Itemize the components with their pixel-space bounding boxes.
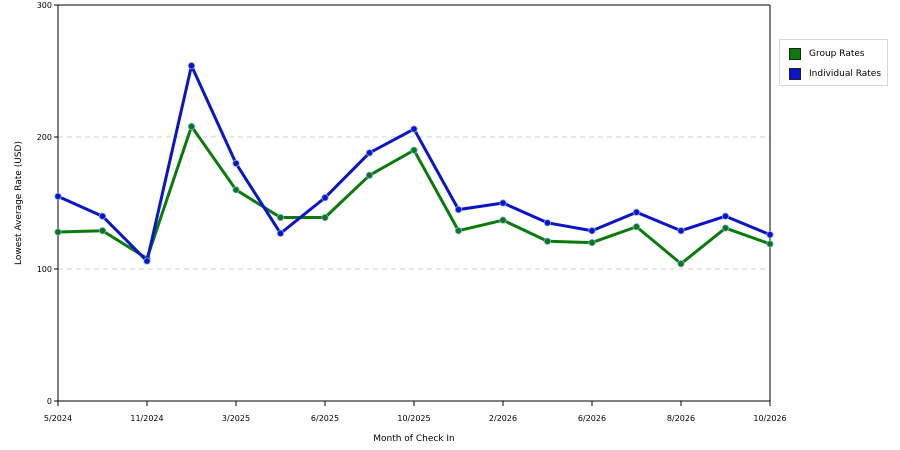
x-tick-label: 3/2025 bbox=[222, 414, 250, 423]
x-ticks: 5/2024 11/2024 3/2025 6/2025 10/2025 2/2026 6/… bbox=[44, 401, 787, 423]
legend: Group Rates Individual Rates bbox=[779, 39, 888, 86]
data-point bbox=[632, 223, 641, 231]
y-ticks: 0 100 200 300 bbox=[37, 1, 58, 406]
data-point bbox=[543, 237, 552, 245]
data-point bbox=[187, 122, 196, 131]
x-tick-label: 6/2025 bbox=[311, 414, 339, 423]
series-individual-rates bbox=[54, 62, 774, 265]
data-point bbox=[632, 208, 641, 216]
series bbox=[54, 62, 774, 268]
legend-swatch-group-rates bbox=[789, 48, 801, 60]
data-point bbox=[365, 149, 374, 157]
data-point bbox=[721, 212, 730, 220]
data-point bbox=[721, 224, 730, 232]
data-point bbox=[276, 213, 285, 222]
legend-swatch-individual-rates bbox=[789, 68, 801, 80]
x-tick-label: 8/2026 bbox=[667, 414, 695, 423]
data-point bbox=[588, 239, 596, 247]
data-point bbox=[677, 227, 685, 235]
data-point bbox=[321, 213, 329, 222]
legend-label-group-rates: Group Rates bbox=[809, 49, 865, 59]
data-point bbox=[98, 212, 107, 220]
x-tick-label: 10/2025 bbox=[397, 414, 430, 423]
data-point bbox=[499, 216, 507, 224]
series-line-individual-rates bbox=[57, 64, 771, 263]
legend-item-group-rates: Group Rates bbox=[789, 47, 865, 61]
series-group-rates bbox=[54, 122, 774, 268]
data-point bbox=[321, 194, 329, 202]
data-point bbox=[766, 231, 774, 239]
y-tick-label: 300 bbox=[37, 1, 52, 10]
data-point bbox=[410, 125, 418, 133]
y-tick-label: 100 bbox=[37, 265, 52, 274]
data-point bbox=[143, 257, 151, 265]
data-point bbox=[276, 229, 285, 237]
y-tick-label: 200 bbox=[37, 133, 52, 142]
x-tick-label: 6/2026 bbox=[578, 414, 606, 423]
legend-item-individual-rates: Individual Rates bbox=[789, 67, 881, 81]
data-point bbox=[187, 62, 196, 70]
data-point bbox=[499, 199, 507, 207]
data-point bbox=[410, 146, 418, 154]
data-point bbox=[454, 227, 463, 235]
data-point bbox=[454, 206, 463, 214]
y-tick-label: 0 bbox=[47, 397, 52, 406]
x-tick-label: 11/2024 bbox=[130, 414, 163, 423]
x-axis-title: Month of Check In bbox=[373, 434, 455, 444]
data-point bbox=[543, 219, 552, 227]
data-point bbox=[54, 228, 62, 236]
data-point bbox=[232, 159, 240, 167]
axes bbox=[57, 4, 771, 402]
x-tick-label: 10/2026 bbox=[753, 414, 786, 423]
data-point bbox=[232, 186, 240, 194]
legend-label-individual-rates: Individual Rates bbox=[809, 69, 882, 79]
x-tick-label: 5/2024 bbox=[44, 414, 72, 423]
x-tick-label: 2/2026 bbox=[489, 414, 517, 423]
data-point bbox=[54, 192, 62, 200]
data-point bbox=[766, 240, 774, 248]
data-point bbox=[98, 227, 107, 235]
data-point bbox=[588, 227, 596, 235]
data-point bbox=[365, 171, 374, 179]
data-point bbox=[677, 260, 685, 268]
y-axis-title: Lowest Average Rate (USD) bbox=[14, 141, 24, 265]
